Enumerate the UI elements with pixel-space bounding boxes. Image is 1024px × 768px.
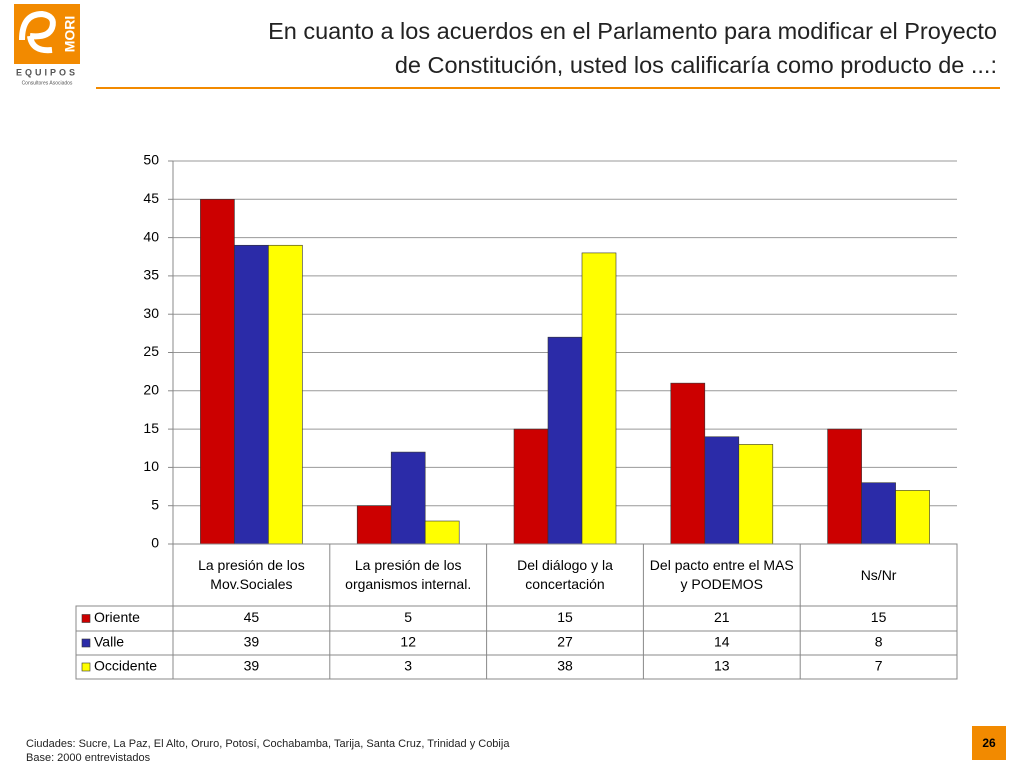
y-tick-label: 40 <box>143 228 159 244</box>
x-tick-label: Ns/Nr <box>860 566 897 583</box>
table-value: 7 <box>875 658 883 674</box>
bar <box>424 520 460 545</box>
title-line: En cuanto a los acuerdos en el Parlament… <box>268 18 997 44</box>
note: Base: 2000 entrevistados <box>26 752 151 764</box>
table-value: 15 <box>557 609 573 625</box>
table-value: 12 <box>400 634 416 650</box>
title-line: de Constitución, usted los calificaría c… <box>394 52 997 78</box>
bar <box>670 382 706 545</box>
y-tick-label: 10 <box>143 458 159 474</box>
bar <box>738 444 774 545</box>
bar <box>268 244 303 545</box>
table-value: 15 <box>871 609 887 625</box>
y-tick-label: 15 <box>143 420 159 436</box>
note: Ciudades: Sucre, La Paz, El Alto, Oruro,… <box>26 738 510 750</box>
y-tick-label: 5 <box>151 496 159 512</box>
legend-label: Occidente <box>94 658 157 674</box>
bar <box>581 252 617 545</box>
y-tick-label: 25 <box>143 343 159 359</box>
table-value: 8 <box>875 634 883 650</box>
bar <box>356 505 392 545</box>
bar <box>704 436 740 545</box>
table-value: 13 <box>714 658 730 674</box>
y-tick-label: 20 <box>143 382 159 398</box>
bar <box>895 490 930 545</box>
table-frame <box>75 605 958 680</box>
x-tick-label: Del pacto entre el MAS y PODEMOS <box>649 557 794 592</box>
bar <box>234 244 269 545</box>
table-value: 39 <box>244 634 260 650</box>
table-value: 27 <box>557 634 573 650</box>
x-tick-label: Del diálogo y la concertación <box>517 557 613 592</box>
table-value: 39 <box>244 658 260 674</box>
y-tick-label: 50 <box>143 152 159 168</box>
legend-swatch <box>81 638 91 648</box>
table-value: 3 <box>404 658 412 674</box>
bar <box>200 199 235 545</box>
logo-tagline: Consultores Asociados <box>22 80 73 86</box>
logo-brand: MORI <box>62 16 78 53</box>
page-box <box>972 726 1006 760</box>
table-value: 14 <box>714 634 730 650</box>
table-value: 38 <box>557 658 573 674</box>
logo-band <box>62 4 80 64</box>
bar <box>861 482 896 545</box>
x-tick-label: La presión de los Mov.Sociales <box>198 557 305 592</box>
y-tick-label: 45 <box>143 190 159 206</box>
legend-label: Oriente <box>94 609 140 625</box>
y-tick-label: 30 <box>143 305 159 321</box>
table-value: 5 <box>404 609 412 625</box>
legend-swatch <box>81 614 91 623</box>
table-value: 21 <box>714 609 730 625</box>
x-tick-label: La presión de los organismos internal. <box>345 557 472 592</box>
bar <box>513 428 549 545</box>
bar <box>547 336 583 545</box>
y-tick-label: 0 <box>151 535 159 551</box>
table-value: 45 <box>244 609 260 625</box>
logo-name: EQUIPOS <box>16 67 78 77</box>
y-tick-label: 35 <box>143 267 159 283</box>
legend-label: Valle <box>94 634 124 650</box>
bar <box>827 428 862 545</box>
page-number: 26 <box>982 736 996 750</box>
logo-e <box>19 10 56 54</box>
bar <box>390 451 426 545</box>
legend-swatch <box>81 662 91 672</box>
